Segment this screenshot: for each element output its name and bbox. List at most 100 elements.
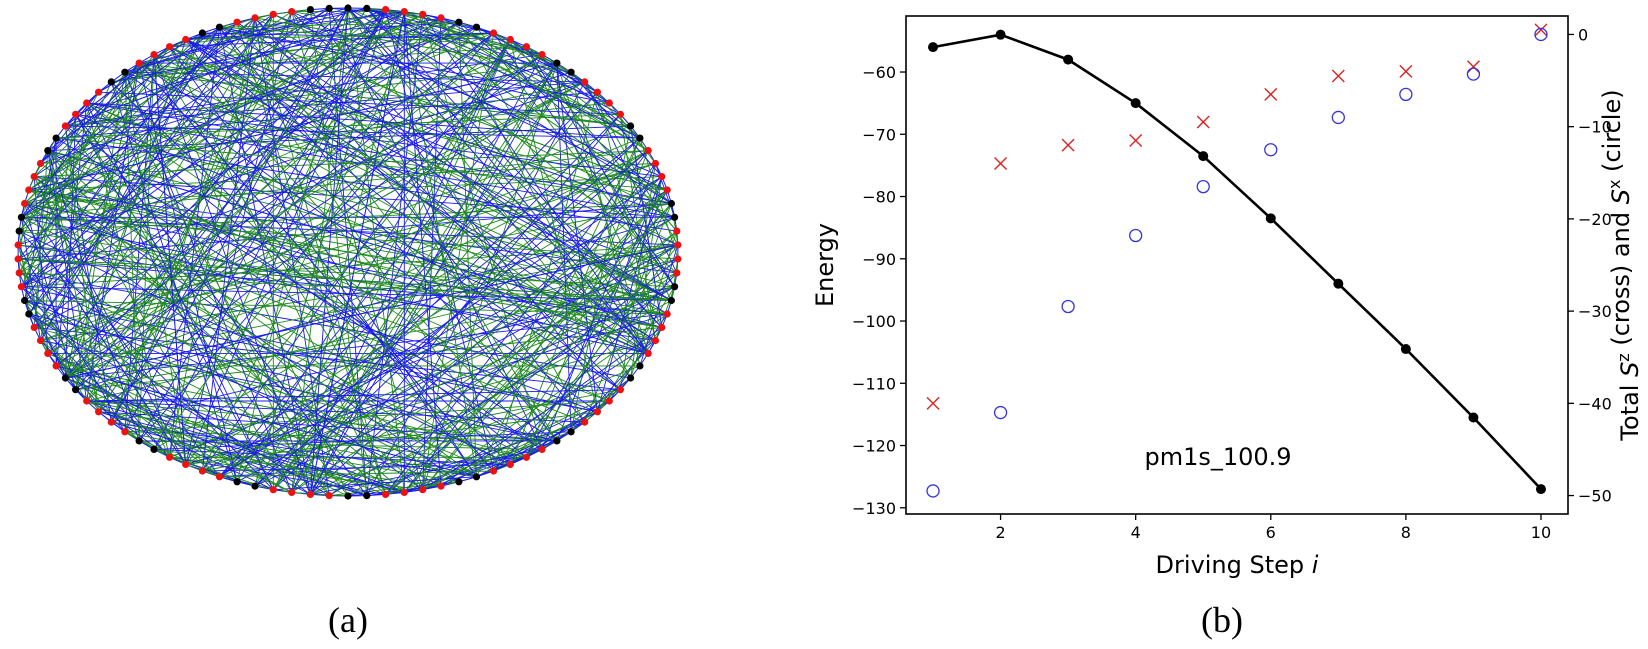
graph-node (288, 8, 296, 16)
graph-edge (40, 340, 557, 442)
graph-node (400, 488, 408, 496)
graph-node (419, 10, 427, 18)
graph-edge (422, 62, 558, 490)
graph-edge (111, 17, 442, 83)
y2-tick-label: −20 (1578, 210, 1612, 229)
graph-edge (86, 102, 572, 433)
y2-tick-label: −30 (1578, 302, 1612, 321)
graph-edge (153, 54, 311, 495)
graph-node (437, 482, 445, 490)
y2-axis-ticks: 0 −10 −20 −30 −40 −50 (1568, 25, 1612, 506)
graph-edge (65, 81, 585, 379)
graph-edge (254, 113, 621, 487)
sz-cross-point (1534, 23, 1548, 37)
graph-node (44, 147, 52, 155)
graph-node (150, 51, 158, 59)
graph-node (198, 467, 206, 475)
graph-edge (422, 14, 543, 450)
graph-edge (24, 32, 203, 204)
graph-edge (17, 21, 238, 260)
graph-edge (111, 21, 459, 83)
graph-edge (185, 21, 459, 40)
graph-edge (476, 456, 527, 478)
graph-edge (403, 189, 668, 493)
energy-point (1400, 344, 1411, 355)
graph-edge (24, 300, 477, 478)
graph-node (121, 428, 129, 436)
graph-edge (64, 125, 100, 412)
graph-node (538, 51, 546, 59)
y-tick-label: −130 (852, 499, 896, 518)
sz-cross-point (926, 396, 940, 410)
graph-edge (21, 150, 649, 218)
graph-node (251, 482, 259, 490)
graph-edge (86, 102, 274, 490)
graph-edge (75, 326, 662, 391)
graph-node (135, 59, 143, 67)
energy-point (1130, 98, 1141, 109)
series-circle (926, 27, 1548, 498)
y-tick-label: −60 (862, 63, 896, 82)
graph-edge (347, 7, 672, 204)
energy-point (1535, 484, 1546, 495)
graph-edge (219, 26, 672, 301)
graph-edge (47, 150, 100, 412)
series-line-dot (928, 29, 1546, 495)
graph-edge (124, 400, 610, 433)
graph-node (419, 486, 427, 494)
graph-edge (24, 203, 598, 413)
graph-node (61, 374, 69, 382)
graph-edge (556, 63, 598, 412)
graph-edge (124, 431, 405, 493)
graph-edge (75, 11, 405, 115)
graph-edge (169, 32, 494, 48)
graph-node (52, 362, 60, 370)
graph-edge (33, 17, 442, 328)
graph-node (673, 227, 681, 235)
sz-cross-point (994, 157, 1008, 171)
graph-node (605, 99, 613, 107)
graph-node (651, 159, 660, 168)
graph-node (166, 43, 174, 51)
energy-point (1198, 151, 1209, 162)
graph-edge (185, 39, 621, 391)
graph-edge (47, 150, 140, 442)
sx-circle-point (1196, 179, 1210, 194)
graph-edge (28, 313, 558, 442)
graph-edge (75, 39, 187, 390)
graph-edge (385, 189, 668, 495)
graph-edge (366, 7, 641, 139)
graph-node (17, 283, 25, 291)
graph-edge (169, 27, 220, 458)
graph-edge (86, 400, 292, 493)
graph-edge (291, 71, 572, 493)
graph-edge (526, 46, 675, 287)
graph-node (538, 445, 546, 453)
graph-edge (28, 17, 256, 191)
sz-cross-point (1466, 60, 1480, 74)
graph-edge (24, 11, 405, 204)
graph-edge (202, 32, 641, 367)
graph-node (306, 490, 314, 498)
graph-node (593, 88, 602, 96)
graph-edge (219, 470, 494, 478)
graph-edge (570, 71, 610, 104)
graph-edge (347, 7, 405, 493)
y-axis-label: Energy (811, 223, 839, 307)
y2-axis-label: Total Sz (cross) and Sx (circle) (1598, 89, 1644, 441)
graph-edge (310, 448, 543, 495)
graph-edge (17, 244, 49, 354)
graph-node (325, 4, 333, 12)
graph-node (605, 397, 613, 405)
y-axis-ticks: −60 −70 −80 −90 −100 −110 −120 −130 (852, 63, 906, 518)
graph-edge (185, 9, 387, 465)
graph-edge (55, 137, 558, 442)
graph-edge (526, 230, 678, 458)
graph-node (95, 408, 103, 416)
graph-node (363, 492, 371, 500)
energy-point (1333, 278, 1344, 289)
graph-edge (422, 14, 649, 354)
graph-node (14, 255, 22, 263)
y2-tick-label: −40 (1578, 394, 1612, 413)
graph-node (644, 349, 652, 357)
